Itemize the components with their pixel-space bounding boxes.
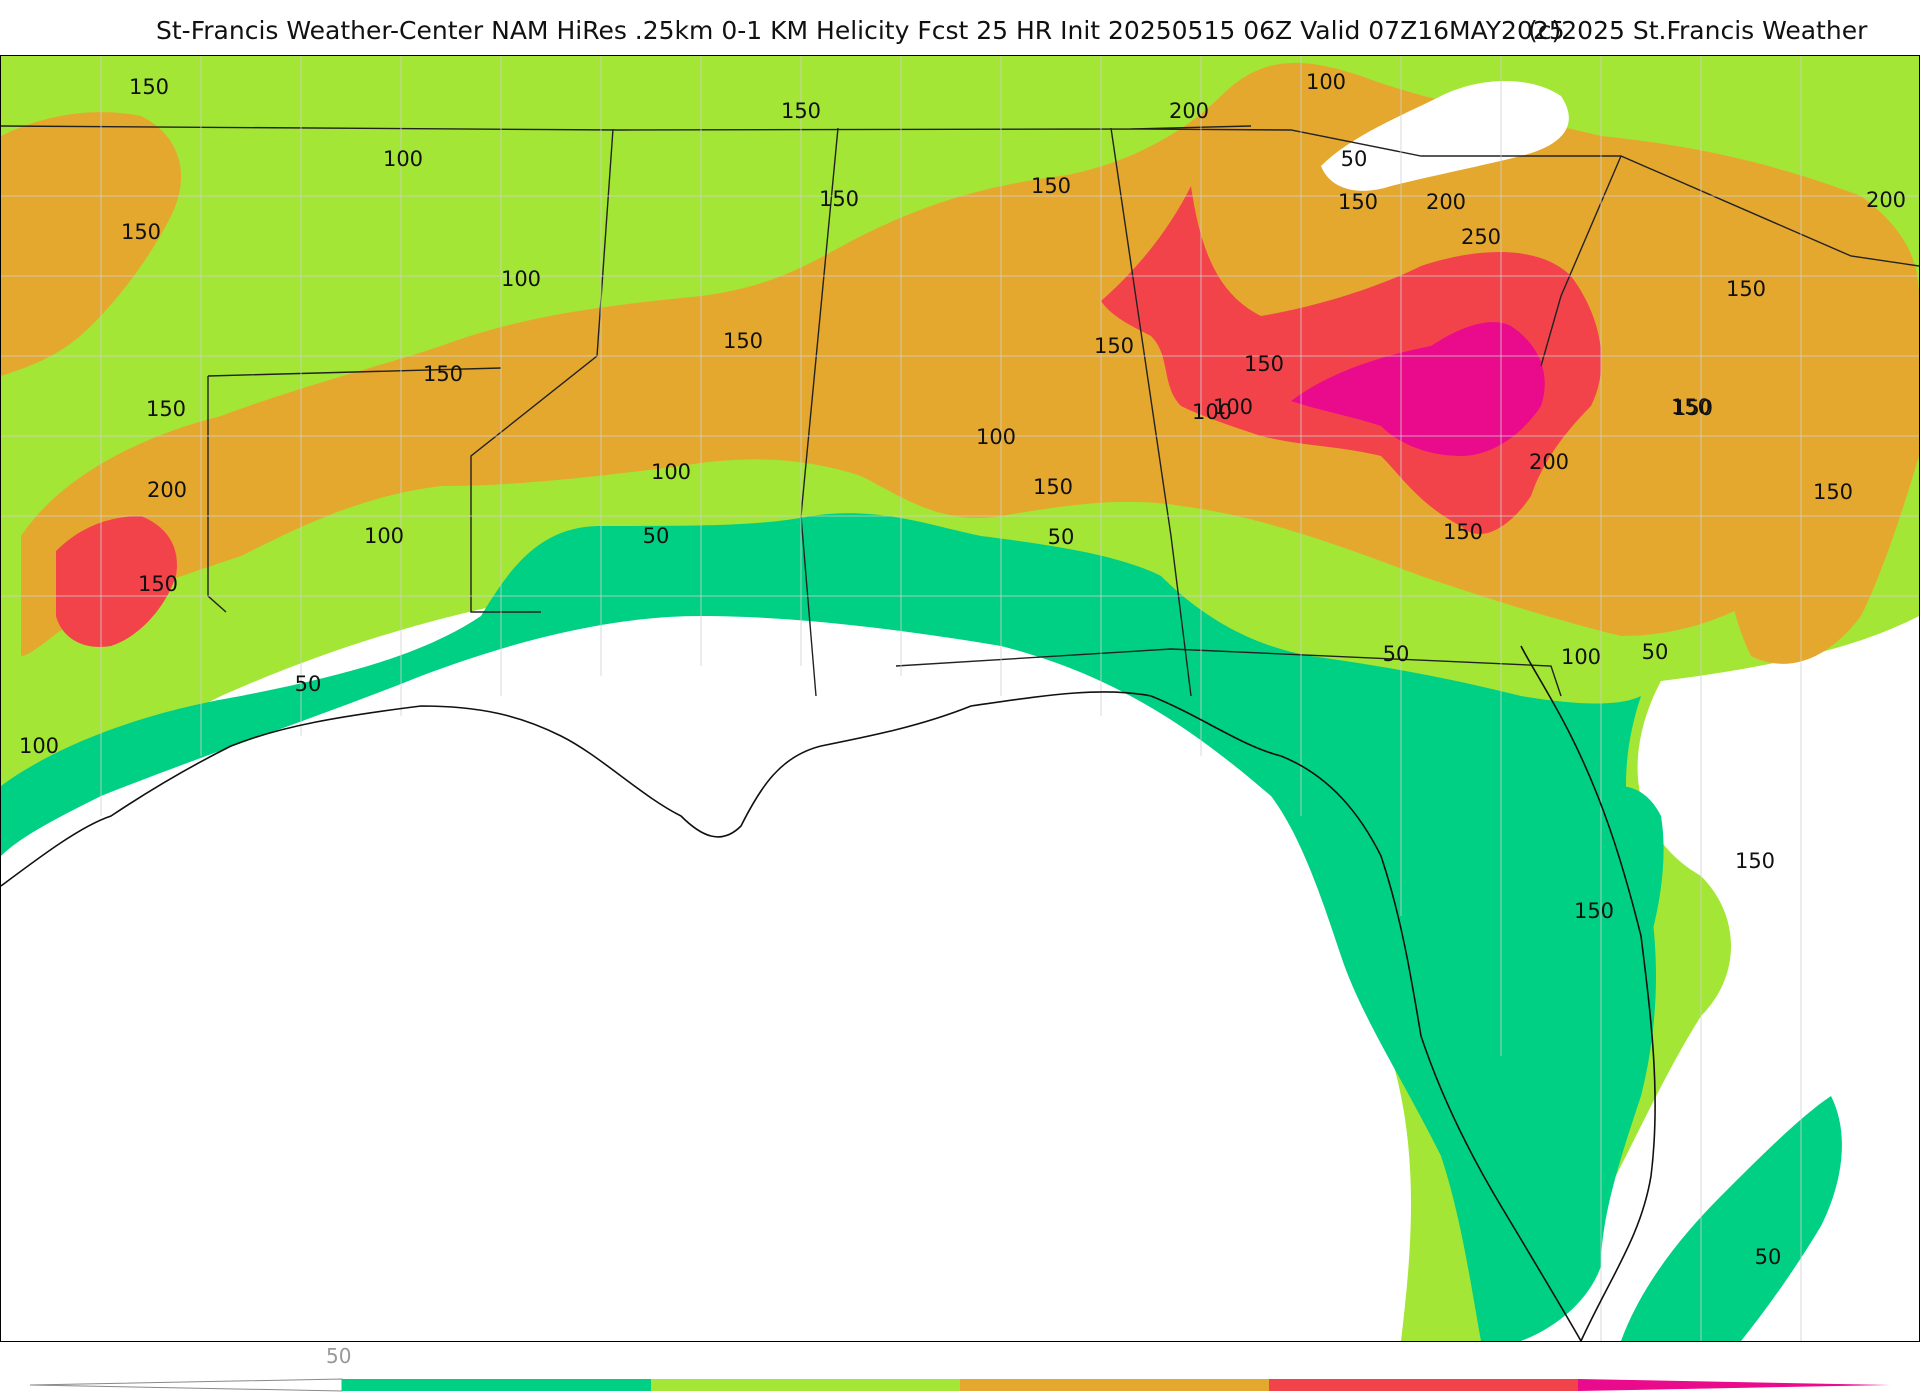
legend-segment-100 bbox=[651, 1379, 960, 1391]
contour-label: 150 bbox=[1574, 899, 1614, 923]
helicity-fill-150-east bbox=[1701, 343, 1919, 664]
contour-label: 50 bbox=[1341, 147, 1368, 171]
contour-label: 50 bbox=[1383, 642, 1410, 666]
contour-label: 150 bbox=[1031, 174, 1071, 198]
contour-label: 50 bbox=[1755, 1245, 1782, 1269]
contour-label: 100 bbox=[1192, 400, 1232, 424]
legend-segment-200 bbox=[1269, 1379, 1578, 1391]
helicity-fill-50-west bbox=[1, 513, 1656, 1341]
contour-label: 150 bbox=[121, 220, 161, 244]
contour-label: 100 bbox=[364, 524, 404, 548]
contour-label: 150 bbox=[129, 75, 169, 99]
legend-segment-50 bbox=[342, 1379, 651, 1391]
contour-label: 200 bbox=[147, 478, 187, 502]
contour-label: 50 bbox=[643, 524, 670, 548]
contour-label: 100 bbox=[19, 734, 59, 758]
coastline bbox=[1, 645, 1656, 1341]
color-legend: 50 bbox=[0, 1340, 1920, 1400]
contour-label: 250 bbox=[1461, 225, 1501, 249]
copyright-text: (c)2025 St.Francis Weather bbox=[1528, 16, 1868, 45]
helicity-fill-50-peninsula bbox=[1621, 1096, 1842, 1341]
helicity-map: 150 100 150 150 200 150 150 100 150 150 150 150 200 1… bbox=[0, 55, 1920, 1342]
contour-label: 100 bbox=[1213, 395, 1253, 419]
helicity-fill-below-50-north bbox=[1321, 81, 1569, 191]
contour-label: 150 bbox=[1813, 480, 1853, 504]
contour-label: 150 bbox=[1443, 520, 1483, 544]
helicity-fill-200-west bbox=[56, 516, 177, 647]
legend-segment-150 bbox=[960, 1379, 1269, 1391]
contour-label: 200 bbox=[1169, 99, 1209, 123]
contour-label: 150 bbox=[1033, 475, 1073, 499]
legend-segment-250 bbox=[1578, 1379, 1890, 1391]
contour-label: 100 bbox=[976, 425, 1016, 449]
contour-label: 100 bbox=[1306, 70, 1346, 94]
contour-label: 200 bbox=[1866, 188, 1906, 212]
contour-label: 100 bbox=[651, 460, 691, 484]
contour-label: 100 bbox=[383, 147, 423, 171]
contour-labels: 150 100 150 150 200 150 150 100 150 150 150 150 200 1… bbox=[19, 70, 1906, 1269]
chart-title: St-Francis Weather-Center NAM HiRes .25k… bbox=[156, 16, 1565, 45]
contour-label: 150 bbox=[138, 572, 178, 596]
contour-label: 150 bbox=[1726, 277, 1766, 301]
contour-label: 150 bbox=[1671, 395, 1711, 419]
helicity-fill-150-northwest bbox=[1, 112, 181, 376]
contour-label: 150 bbox=[781, 99, 821, 123]
contour-label: 50 bbox=[1642, 640, 1669, 664]
contour-label: 150 bbox=[1244, 352, 1284, 376]
helicity-fill-50-atlantic bbox=[1530, 786, 1664, 1078]
contour-label: 150 bbox=[1673, 396, 1713, 420]
county-lines bbox=[1, 56, 1919, 1341]
contour-label: 100 bbox=[501, 267, 541, 291]
contour-label: 50 bbox=[1048, 525, 1075, 549]
legend-segment-below bbox=[29, 1378, 343, 1392]
contour-label: 200 bbox=[1529, 450, 1569, 474]
contour-label: 50 bbox=[295, 672, 322, 696]
helicity-fill-250 bbox=[1291, 322, 1545, 456]
contour-label: 150 bbox=[723, 329, 763, 353]
contour-label: 200 bbox=[1426, 190, 1466, 214]
contour-label: 150 bbox=[819, 187, 859, 211]
map-canvas: 150 100 150 150 200 150 150 100 150 150 150 150 200 1… bbox=[1, 56, 1919, 1341]
contour-label: 150 bbox=[1735, 849, 1775, 873]
contour-label: 150 bbox=[1338, 190, 1378, 214]
contour-label: 150 bbox=[146, 397, 186, 421]
contour-label: 100 bbox=[1561, 645, 1601, 669]
contour-label: 150 bbox=[1094, 334, 1134, 358]
legend-tick-label: 50 bbox=[326, 1344, 352, 1368]
legend-bar bbox=[29, 1378, 1890, 1392]
title-bar: St-Francis Weather-Center NAM HiRes .25k… bbox=[0, 0, 1920, 56]
contour-label: 150 bbox=[423, 362, 463, 386]
